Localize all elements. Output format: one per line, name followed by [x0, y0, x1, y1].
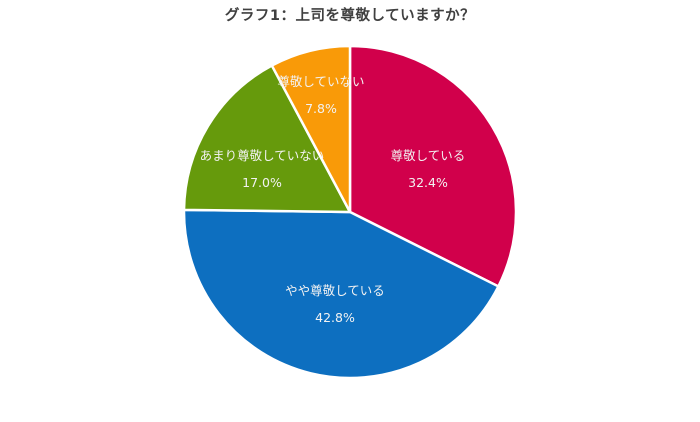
slice-somewhat-respect: [182, 208, 501, 380]
slice-label-no-respect: 尊敬していない 7.8%: [277, 74, 364, 116]
slice-label-text: あまり尊敬していない: [200, 148, 325, 163]
slice-label-text: 尊敬している: [391, 148, 466, 163]
slice-value-text: 7.8%: [305, 101, 337, 116]
slice-value-text: 42.8%: [315, 310, 355, 325]
slice-respect: [348, 44, 518, 289]
slice-no-respect: [270, 44, 352, 213]
slice-value-text: 32.4%: [408, 175, 448, 190]
slice-label-text: 尊敬していない: [277, 74, 364, 89]
slice-label-somewhat-respect: やや尊敬している 42.8%: [285, 283, 385, 325]
slice-label-respect: 尊敬している 32.4%: [391, 148, 466, 190]
pie-slices: [182, 44, 518, 380]
slice-label-text: やや尊敬している: [285, 283, 385, 298]
slice-not-much-respect: [182, 63, 353, 214]
slice-value-text: 17.0%: [242, 175, 282, 190]
slice-label-not-much-respect: あまり尊敬していない 17.0%: [200, 148, 325, 190]
chart-title: グラフ1：上司を尊敬していますか？: [224, 8, 476, 24]
